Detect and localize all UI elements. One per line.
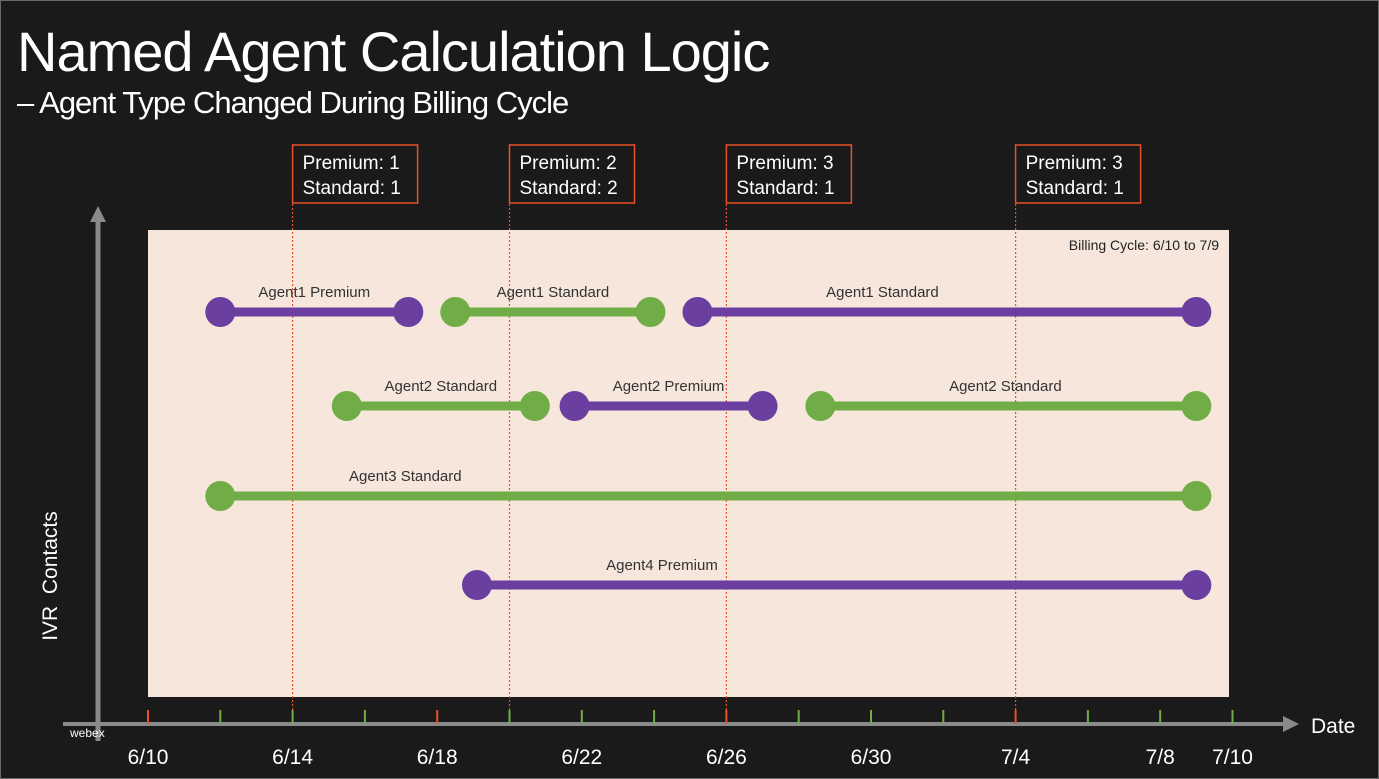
y-axis-arrow-icon — [90, 206, 106, 222]
agent-bar-end-dot — [1181, 297, 1212, 327]
x-tick-label: 6/18 — [417, 746, 458, 769]
agent-bar-start-dot — [461, 570, 492, 600]
snapshot-box — [1014, 144, 1142, 204]
snapshot-premium-count: Premium: 3 — [1026, 153, 1123, 174]
agent-bar-start-dot — [205, 481, 236, 511]
agent-bar-end-dot — [1181, 391, 1212, 421]
agent-bar: Agent1 Standard — [682, 284, 1212, 327]
agent-bar-start-dot — [682, 297, 713, 327]
snapshot-premium-count: Premium: 3 — [736, 153, 833, 174]
agent-bar: Agent3 Standard — [205, 468, 1212, 511]
agent-bar-start-dot — [331, 391, 362, 421]
x-axis-label: Date — [1311, 715, 1355, 738]
snapshot-box — [725, 144, 853, 204]
agent-bar: Agent1 Standard — [440, 284, 666, 327]
snapshot-standard-count: Standard: 1 — [736, 178, 834, 199]
agent-bar-label: Agent2 Standard — [385, 378, 498, 395]
agent-bar-label: Agent1 Premium — [258, 284, 370, 301]
agent-bar-label: Agent4 Premium — [606, 557, 718, 574]
snapshot-standard-count: Standard: 2 — [520, 178, 618, 199]
agent-bar-start-dot — [559, 391, 590, 421]
agent-bar-label: Agent2 Standard — [949, 378, 1062, 395]
x-axis-ticks — [147, 710, 1234, 724]
snapshot-markers: Premium: 1 Standard: 1 Premium: 2 Standard:… — [291, 144, 1142, 722]
agent-bar-end-dot — [747, 391, 778, 421]
agent-bar: Agent2 Standard — [331, 378, 550, 421]
snapshot-standard-count: Standard: 1 — [303, 178, 401, 199]
agent-bar-label: Agent1 Standard — [826, 284, 939, 301]
agent-bar-end-dot — [1181, 481, 1212, 511]
x-axis-tick-labels: 6/10 6/14 6/18 6/22 6/26 6/30 7/4 7/8 7/10 — [128, 746, 1253, 769]
y-axis-label: IVR Contacts — [39, 511, 62, 641]
snapshot-box — [291, 144, 419, 204]
agent-bar: Agent1 Premium — [205, 284, 424, 327]
webex-logo: webex — [70, 726, 105, 740]
agent-bar: Agent2 Premium — [559, 378, 778, 421]
agent-bar-label: Agent2 Premium — [613, 378, 725, 395]
x-tick-label: 6/14 — [272, 746, 313, 769]
snapshot-standard-count: Standard: 1 — [1026, 178, 1124, 199]
x-tick-label: 6/30 — [851, 746, 892, 769]
x-tick-label: 6/22 — [561, 746, 602, 769]
snapshot-premium-count: Premium: 1 — [303, 153, 400, 174]
agent-bar-start-dot — [805, 391, 836, 421]
agent-bar-start-dot — [205, 297, 236, 327]
agent-bar-end-dot — [635, 297, 666, 327]
x-axis-arrow-icon — [1283, 716, 1299, 732]
x-tick-label: 6/26 — [706, 746, 747, 769]
agent-bar-end-dot — [519, 391, 550, 421]
agent-bar: Agent4 Premium — [461, 557, 1212, 600]
snapshot-box — [508, 144, 636, 204]
agent-bar-label: Agent3 Standard — [349, 468, 462, 485]
snapshot-premium-count: Premium: 2 — [520, 153, 617, 174]
billing-cycle-label: Billing Cycle: 6/10 to 7/9 — [1069, 237, 1219, 253]
agent-bar-end-dot — [1181, 570, 1212, 600]
slide-subtitle: – Agent Type Changed During Billing Cycl… — [17, 85, 569, 120]
agent-bars: Agent1 Premium Agent1 Standard Agent1 Stan… — [205, 284, 1212, 600]
x-tick-label: 6/10 — [128, 746, 169, 769]
agent-bar: Agent2 Standard — [805, 378, 1212, 421]
slide-title: Named Agent Calculation Logic — [17, 20, 770, 83]
x-tick-label: 7/8 — [1146, 746, 1175, 769]
agent-bar-end-dot — [393, 297, 424, 327]
x-tick-label: 7/10 — [1212, 746, 1253, 769]
agent-bar-label: Agent1 Standard — [497, 284, 610, 301]
x-tick-label: 7/4 — [1001, 746, 1031, 769]
agent-bar-start-dot — [440, 297, 471, 327]
